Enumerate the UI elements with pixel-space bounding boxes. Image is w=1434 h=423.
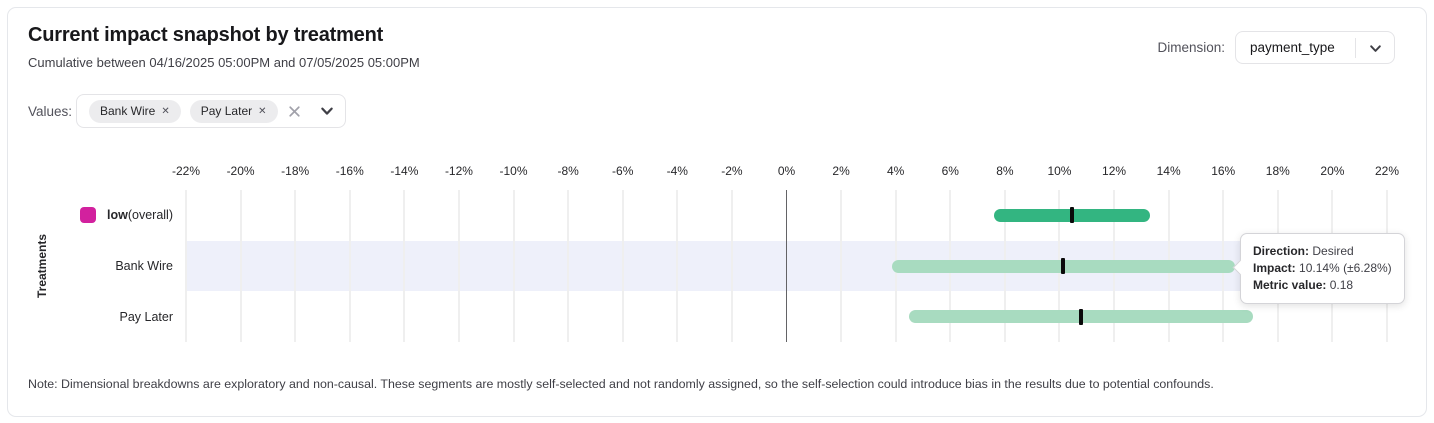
y-axis-label: Treatments	[35, 233, 49, 299]
clear-all-icon[interactable]	[287, 104, 302, 119]
footnote: Note: Dimensional breakdowns are explora…	[28, 377, 1214, 391]
gridline	[676, 190, 679, 342]
gridline	[730, 190, 733, 342]
x-axis-tick-label: 20%	[1320, 164, 1345, 178]
gridline	[512, 190, 515, 342]
gridline	[621, 190, 624, 342]
x-axis-tick-label: -12%	[444, 164, 473, 178]
row-label: Bank Wire	[115, 258, 173, 273]
x-axis-tick-label: -4%	[666, 164, 688, 178]
zero-gridline	[785, 190, 788, 342]
gridline	[403, 190, 406, 342]
x-axis-tick-label: -18%	[281, 164, 310, 178]
x-axis-tick-label: 18%	[1265, 164, 1290, 178]
gridline	[840, 190, 843, 342]
impact-point-marker	[1079, 308, 1084, 325]
x-axis-tick-label: 10%	[1047, 164, 1072, 178]
x-axis-tick-label: 12%	[1102, 164, 1127, 178]
chevron-down-icon	[1369, 42, 1382, 60]
x-axis-tick-label: 6%	[941, 164, 959, 178]
impact-snapshot-card	[7, 7, 1427, 417]
x-axis-tick-label: -16%	[335, 164, 364, 178]
bar-tooltip: Direction: Desired Impact: 10.14% (±6.28…	[1232, 233, 1405, 304]
x-axis-tick-label: 2%	[832, 164, 850, 178]
values-multiselect[interactable]: Bank Wire ✕ Pay Later ✕	[76, 94, 346, 128]
page-title: Current impact snapshot by treatment	[28, 24, 384, 46]
values-label: Values:	[28, 104, 73, 119]
gridline	[294, 190, 297, 342]
gridline	[567, 190, 570, 342]
dimension-selected-value: payment_type	[1250, 40, 1335, 55]
chip-label: Bank Wire	[100, 104, 156, 118]
impact-point-marker	[1061, 258, 1066, 274]
x-axis-tick-label: -22%	[171, 164, 200, 178]
tooltip-impact-row: Impact: 10.14% (±6.28%)	[1253, 261, 1392, 275]
tooltip-direction-row: Direction: Desired	[1253, 244, 1354, 258]
select-divider	[1355, 38, 1356, 58]
x-axis-tick-label: 0%	[777, 164, 796, 178]
legend-color-swatch	[80, 207, 96, 224]
row-label: Pay Later	[119, 309, 173, 324]
row-label: low (overall)	[28, 190, 173, 241]
x-axis-tick-label: -14%	[390, 164, 419, 178]
dimension-select[interactable]: payment_type	[1235, 31, 1395, 64]
gridline	[457, 190, 460, 342]
value-chip-pay-later[interactable]: Pay Later ✕	[189, 99, 278, 123]
x-axis-tick-label: 22%	[1374, 164, 1400, 178]
gridline	[185, 190, 187, 342]
x-axis-tick-label: -8%	[557, 164, 579, 178]
gridline	[239, 190, 242, 342]
chip-remove-icon[interactable]: ✕	[161, 105, 170, 117]
gridline	[348, 190, 351, 342]
x-axis-tick-label: 16%	[1211, 164, 1236, 178]
x-axis-tick-label: -2%	[721, 164, 743, 178]
chevron-down-icon[interactable]	[320, 104, 336, 118]
date-range-subtitle: Cumulative between 04/16/2025 05:00PM an…	[28, 55, 420, 70]
x-axis-tick-label: -20%	[226, 164, 255, 178]
chip-remove-icon[interactable]: ✕	[258, 105, 267, 117]
dimension-label: Dimension:	[1157, 40, 1225, 55]
x-axis-tick-label: -10%	[499, 164, 528, 178]
impact-point-marker	[1070, 207, 1074, 224]
x-axis-tick-label: 8%	[996, 164, 1014, 178]
x-axis-tick-label: 14%	[1156, 164, 1181, 178]
x-axis-tick-label: -6%	[612, 164, 634, 178]
x-axis-tick-label: 4%	[887, 164, 905, 178]
value-chip-bank-wire[interactable]: Bank Wire ✕	[89, 99, 181, 123]
tooltip-metric-row: Metric value: 0.18	[1253, 278, 1354, 292]
chip-label: Pay Later	[200, 104, 253, 118]
